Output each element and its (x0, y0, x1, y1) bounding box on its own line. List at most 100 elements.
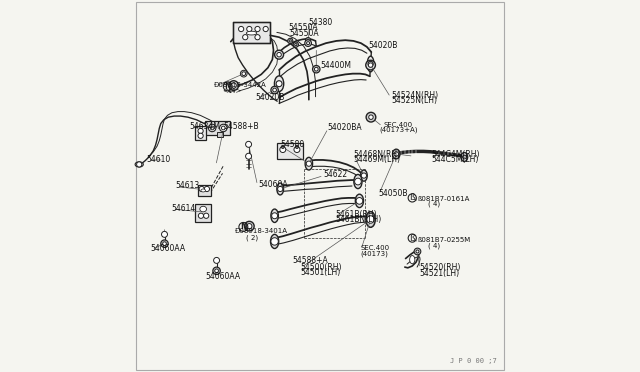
Circle shape (198, 213, 204, 218)
Ellipse shape (246, 31, 257, 35)
Text: 54500(RH): 54500(RH) (301, 263, 342, 272)
Circle shape (355, 178, 362, 185)
Text: 54060AA: 54060AA (205, 272, 241, 280)
Ellipse shape (135, 162, 143, 167)
Circle shape (244, 221, 254, 231)
Circle shape (221, 126, 225, 130)
Text: 54613: 54613 (175, 181, 200, 190)
Text: 54060A: 54060A (259, 180, 288, 189)
Ellipse shape (354, 174, 362, 189)
Circle shape (241, 70, 247, 77)
Text: 54468N(RH): 54468N(RH) (353, 150, 401, 159)
Circle shape (231, 83, 236, 88)
Text: 54380: 54380 (309, 18, 333, 27)
Text: 54550A: 54550A (289, 23, 318, 32)
Circle shape (204, 186, 209, 192)
Text: 54501(LH): 54501(LH) (301, 268, 341, 277)
Circle shape (213, 267, 220, 275)
Text: N: N (240, 222, 246, 231)
Text: ß081B7-0255M: ß081B7-0255M (417, 237, 470, 243)
Text: J P 0 00 ;7: J P 0 00 ;7 (450, 358, 497, 364)
Bar (195, 126, 206, 140)
Circle shape (214, 257, 220, 263)
Circle shape (305, 40, 312, 46)
Circle shape (416, 250, 419, 253)
Text: 54614: 54614 (172, 204, 195, 213)
Ellipse shape (360, 170, 367, 181)
Circle shape (243, 35, 248, 40)
Text: 54580: 54580 (280, 140, 305, 149)
Text: 54622: 54622 (324, 170, 348, 179)
Circle shape (287, 38, 293, 44)
Text: ß081B7-0161A: ß081B7-0161A (417, 196, 470, 202)
Circle shape (198, 128, 203, 134)
Circle shape (282, 145, 284, 148)
Text: 54020BA: 54020BA (328, 123, 362, 132)
Text: 54521(LH): 54521(LH) (420, 269, 460, 278)
Circle shape (271, 86, 278, 94)
Text: SEC.400: SEC.400 (360, 246, 389, 251)
Bar (277, 143, 303, 159)
Text: 54634M: 54634M (189, 122, 220, 131)
Bar (205, 121, 230, 135)
Circle shape (271, 238, 278, 245)
Circle shape (246, 141, 252, 147)
Circle shape (211, 126, 214, 130)
Text: Ð08918-3442A: Ð08918-3442A (214, 82, 267, 88)
Text: Ð08918-3401A: Ð08918-3401A (235, 228, 288, 234)
Text: 544C4M(RH): 544C4M(RH) (431, 150, 480, 159)
Circle shape (263, 26, 268, 32)
Text: SEC.400: SEC.400 (383, 122, 412, 128)
Text: 54020B: 54020B (369, 41, 397, 50)
Ellipse shape (275, 76, 284, 92)
Circle shape (198, 133, 203, 138)
Text: 54400M: 54400M (320, 61, 351, 70)
Circle shape (369, 63, 373, 67)
Circle shape (246, 153, 252, 159)
Ellipse shape (366, 212, 375, 227)
Circle shape (161, 231, 168, 237)
Circle shape (246, 224, 252, 229)
Ellipse shape (305, 157, 312, 170)
Text: 54524N(RH): 54524N(RH) (392, 91, 438, 100)
Text: 54050B: 54050B (378, 189, 408, 198)
Text: (40173+A): (40173+A) (380, 126, 418, 133)
Circle shape (293, 42, 298, 47)
Text: 54610: 54610 (146, 155, 170, 164)
Circle shape (229, 81, 239, 90)
Circle shape (365, 60, 376, 70)
Ellipse shape (201, 189, 205, 192)
Ellipse shape (277, 183, 284, 195)
Circle shape (280, 147, 286, 153)
Circle shape (277, 52, 282, 57)
Circle shape (255, 35, 260, 40)
Circle shape (296, 145, 298, 148)
Text: 54588+A: 54588+A (292, 256, 328, 265)
Text: 54588+B: 54588+B (223, 122, 259, 131)
Text: ( 4): ( 4) (428, 242, 440, 249)
Text: 544C5M(LH): 544C5M(LH) (431, 155, 479, 164)
Circle shape (204, 213, 209, 218)
Ellipse shape (271, 234, 278, 248)
Circle shape (220, 124, 227, 132)
Circle shape (209, 124, 216, 132)
Circle shape (215, 269, 218, 273)
Circle shape (368, 61, 373, 67)
Text: 54520(RH): 54520(RH) (420, 263, 461, 272)
Circle shape (312, 65, 320, 73)
Text: 5461B(RH): 5461B(RH) (335, 210, 376, 219)
Text: 54469M(LH): 54469M(LH) (353, 155, 401, 164)
Circle shape (289, 40, 291, 42)
Text: ß: ß (410, 193, 415, 202)
Circle shape (239, 26, 244, 32)
Text: < 4>: < 4> (223, 88, 242, 94)
Text: 54525N(LH): 54525N(LH) (392, 96, 437, 105)
Text: (40173): (40173) (360, 250, 388, 257)
Circle shape (367, 216, 374, 223)
Circle shape (294, 44, 297, 46)
Bar (198, 185, 211, 196)
Text: N: N (225, 82, 231, 91)
Circle shape (369, 115, 373, 119)
Circle shape (306, 161, 312, 166)
Circle shape (278, 186, 283, 192)
